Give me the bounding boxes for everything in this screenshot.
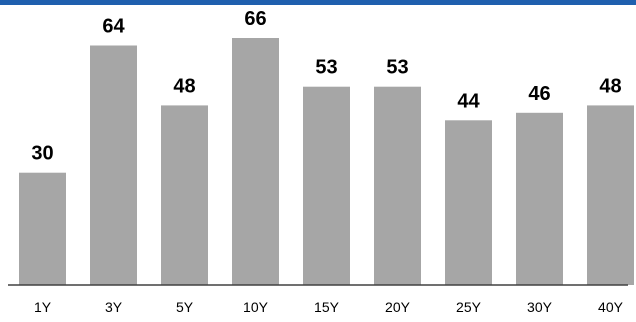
x-tick-label-15y: 15Y — [314, 299, 340, 315]
bar-25y — [445, 120, 492, 285]
bar-1y — [19, 172, 66, 285]
value-label-15y: 53 — [315, 57, 337, 79]
x-tick-label-40y: 40Y — [598, 299, 624, 315]
top-rule — [0, 0, 636, 5]
x-tick-label-30y: 30Y — [527, 299, 553, 315]
x-tick-labels-group: 1Y 3Y 5Y 10Y 15Y 20Y 25Y 30Y 40Y — [34, 299, 624, 315]
bar-10y — [232, 38, 279, 285]
bar-40y — [587, 105, 634, 286]
value-label-5y: 48 — [173, 75, 195, 97]
x-tick-label-5y: 5Y — [176, 299, 194, 315]
x-tick-label-10y: 10Y — [243, 299, 269, 315]
value-label-10y: 66 — [244, 8, 266, 30]
value-label-40y: 48 — [599, 75, 621, 97]
bar-30y — [516, 112, 563, 285]
bars-group — [19, 38, 634, 286]
x-tick-label-20y: 20Y — [385, 299, 411, 315]
x-tick-label-3y: 3Y — [105, 299, 123, 315]
value-label-25y: 44 — [457, 90, 480, 112]
x-tick-label-1y: 1Y — [34, 299, 52, 315]
value-label-1y: 30 — [31, 143, 53, 165]
value-label-3y: 64 — [102, 16, 125, 38]
value-labels-group: 30 64 48 66 53 53 44 46 48 — [31, 8, 621, 165]
x-tick-label-25y: 25Y — [456, 299, 482, 315]
bar-5y — [161, 105, 208, 286]
bar-3y — [90, 45, 137, 285]
bar-15y — [303, 86, 350, 285]
bar-20y — [374, 86, 421, 285]
value-label-20y: 53 — [386, 57, 408, 79]
value-label-30y: 46 — [528, 83, 550, 105]
